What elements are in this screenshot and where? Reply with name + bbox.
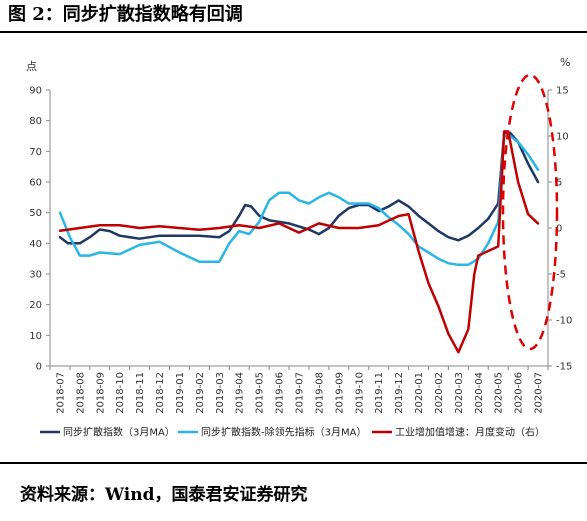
bottom-rule [0,462,587,464]
left-tick-label: 70 [29,147,42,158]
x-tick-label: 2019-01 [175,372,186,414]
series-line-3 [58,130,540,354]
left-tick-label: 0 [36,362,42,373]
right-tick-label: -15 [556,362,572,373]
left-tick-label: 40 [29,239,42,250]
x-tick-label: 2020-02 [434,372,445,414]
figure-title: 图 2：同步扩散指数略有回调 [8,4,243,25]
right-tick-label: -10 [556,316,572,327]
x-tick-label: 2019-11 [374,372,385,414]
x-tick-label: 2018-08 [75,372,86,414]
left-tick-label: 60 [29,178,42,189]
x-tick-label: 2019-04 [235,372,246,414]
highlight-ellipse [501,73,559,351]
left-tick-label: 80 [29,116,42,127]
x-tick-label: 2018-12 [155,372,166,414]
x-tick-label: 2019-09 [334,372,345,414]
chart-legend: 同步扩散指数（3月MA） 同步扩散指数-除领先指标（3月MA） 工业增加值增速：月度… [40,426,545,439]
x-tick-label: 2018-07 [55,372,66,414]
left-tick-label: 90 [29,86,42,97]
right-tick-label: 15 [556,86,569,97]
x-tick-label: 2020-04 [474,372,485,414]
x-tick-label: 2018-09 [95,372,106,414]
line-chart: 点 % 0 10 20 30 40 50 60 70 80 90 -15 -10 -5 0 5 10 15 201… [26,56,572,439]
left-tick-label: 10 [29,331,42,342]
right-tick-label: -5 [556,270,566,281]
series-lines [58,130,540,354]
x-tick-label: 2020-06 [514,372,525,414]
right-tick-label: 0 [556,224,562,235]
x-tick-label: 2020-01 [414,372,425,414]
legend-label-1: 同步扩散指数（3月MA） [63,426,175,439]
x-tick-label: 2020-03 [454,372,465,414]
right-unit-label: % [560,56,570,69]
x-tick-label: 2019-12 [394,372,405,414]
x-tick-label: 2020-07 [534,372,545,414]
left-tick-label: 50 [29,208,42,219]
source-note: 资料来源：Wind，国泰君安证券研究 [20,485,308,505]
x-tick-label: 2019-06 [275,372,286,414]
x-tick-label: 2020-05 [494,372,505,414]
x-tick-label: 2019-05 [255,372,266,414]
right-tick-label: 10 [556,132,569,143]
x-tick-label: 2019-02 [195,372,206,414]
top-rule [0,31,587,33]
x-tick-label: 2018-10 [115,372,126,414]
series-line-2 [58,134,540,267]
left-tick-label: 30 [29,270,42,281]
x-tick-label: 2019-07 [295,372,306,414]
legend-label-3: 工业增加值增速：月度变动（右） [395,426,545,439]
x-tick-label: 2018-11 [135,372,146,414]
legend-label-2: 同步扩散指数-除领先指标（3月MA） [201,426,366,439]
x-tick-label: 2019-08 [314,372,325,414]
series-line-1 [58,131,540,245]
x-tick-label: 2019-10 [354,372,365,414]
x-tick-label: 2019-03 [215,372,226,414]
right-tick-label: 5 [556,178,562,189]
left-tick-label: 20 [29,300,42,311]
axes: 0 10 20 30 40 50 60 70 80 90 -15 -10 -5 0 5 10 15 2018-07… [29,86,572,414]
left-unit-label: 点 [26,60,37,73]
